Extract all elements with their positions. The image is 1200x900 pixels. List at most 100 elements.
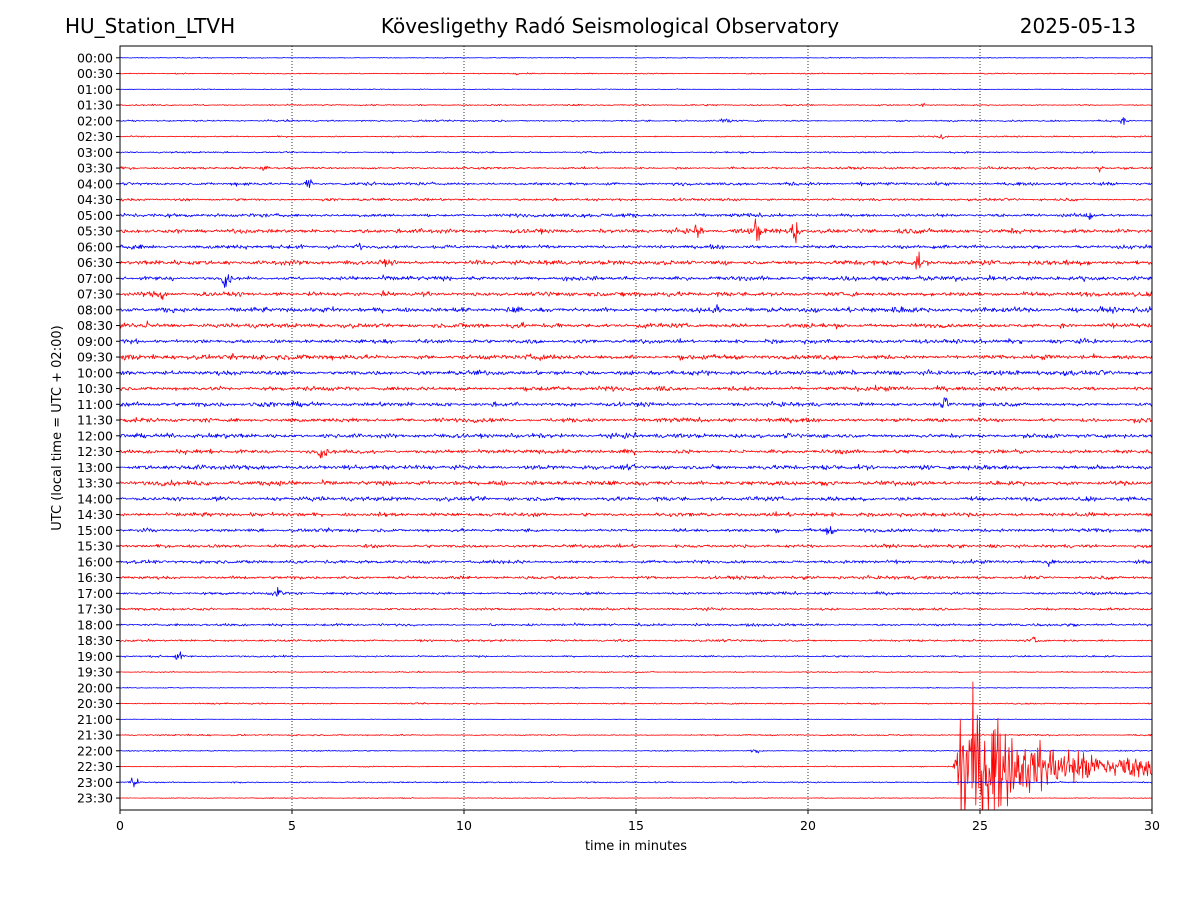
row-label: 01:30 <box>77 98 113 113</box>
seismic-traces <box>120 56 1152 810</box>
row-label: 20:00 <box>77 680 113 695</box>
trace-2000 <box>120 686 1152 689</box>
trace-0630 <box>120 251 1152 270</box>
trace-0100 <box>120 88 1152 91</box>
trace-0430 <box>120 197 1152 202</box>
trace-1730 <box>120 607 1152 612</box>
row-label: 10:30 <box>77 381 113 396</box>
trace-1200 <box>120 431 1152 440</box>
trace-1630 <box>120 574 1152 581</box>
trace-1230 <box>120 448 1152 459</box>
row-label: 23:30 <box>77 791 113 806</box>
row-label: 23:00 <box>77 775 113 790</box>
trace-0330 <box>120 165 1152 173</box>
trace-2100 <box>120 718 1152 721</box>
trace-0730 <box>120 290 1152 301</box>
trace-1830 <box>120 636 1152 643</box>
trace-1300 <box>120 463 1152 471</box>
row-label: 13:00 <box>77 460 113 475</box>
row-label: 02:30 <box>77 129 113 144</box>
trace-1030 <box>120 384 1152 392</box>
row-label: 12:30 <box>77 444 113 459</box>
trace-1000 <box>120 369 1152 377</box>
row-label: 07:30 <box>77 287 113 302</box>
row-label: 08:00 <box>77 302 113 317</box>
x-tick-label: 30 <box>1144 818 1160 833</box>
trace-0800 <box>120 304 1152 314</box>
row-label: 04:30 <box>77 192 113 207</box>
row-label: 11:30 <box>77 413 113 428</box>
row-label: 11:00 <box>77 397 113 412</box>
row-label: 09:00 <box>77 334 113 349</box>
trace-2030 <box>120 702 1152 705</box>
trace-1600 <box>120 558 1152 568</box>
row-label: 07:00 <box>77 271 113 286</box>
row-label: 02:00 <box>77 113 113 128</box>
gridlines <box>291 46 981 810</box>
trace-0600 <box>120 242 1152 251</box>
row-label: 22:00 <box>77 743 113 758</box>
trace-0700 <box>120 274 1152 288</box>
trace-1800 <box>120 622 1152 627</box>
row-label: 16:30 <box>77 570 113 585</box>
row-label: 00:00 <box>77 50 113 65</box>
chart-title: Kövesligethy Radó Seismological Observat… <box>380 14 840 38</box>
trace-0500 <box>120 212 1152 220</box>
row-label: 19:00 <box>77 649 113 664</box>
row-label: 19:30 <box>77 665 113 680</box>
row-label: 15:30 <box>77 539 113 554</box>
trace-1100 <box>120 397 1152 409</box>
trace-0830 <box>120 320 1152 330</box>
row-label: 06:00 <box>77 239 113 254</box>
trace-1430 <box>120 511 1152 518</box>
trace-0230 <box>120 134 1152 140</box>
row-label: 18:00 <box>77 617 113 632</box>
trace-1130 <box>120 416 1152 424</box>
trace-1930 <box>120 670 1152 674</box>
trace-1530 <box>120 543 1152 549</box>
station-name: HU_Station_LTVH <box>65 14 236 38</box>
row-label: 15:00 <box>77 523 113 538</box>
row-label: 20:30 <box>77 696 113 711</box>
x-tick-label: 20 <box>800 818 816 833</box>
row-label: 17:30 <box>77 602 113 617</box>
row-label: 14:30 <box>77 507 113 522</box>
row-label: 05:30 <box>77 224 113 239</box>
x-tick-label: 0 <box>116 818 124 833</box>
row-label: 14:00 <box>77 491 113 506</box>
trace-1700 <box>120 586 1152 597</box>
row-label: 09:30 <box>77 350 113 365</box>
trace-0030 <box>120 72 1152 76</box>
chart-date: 2025-05-13 <box>1019 14 1136 38</box>
y-axis-label: UTC (local time = UTC + 02:00) <box>50 325 65 530</box>
trace-1900 <box>120 651 1152 660</box>
x-axis-ticks: 0 5 10 15 20 25 30 <box>116 810 1160 833</box>
row-label: 10:00 <box>77 365 113 380</box>
trace-2330 <box>120 797 1152 800</box>
row-label: 04:00 <box>77 176 113 191</box>
row-label: 17:00 <box>77 586 113 601</box>
row-label: 03:30 <box>77 161 113 176</box>
trace-0530 <box>120 218 1152 244</box>
trace-0930 <box>120 353 1152 361</box>
row-label: 13:30 <box>77 476 113 491</box>
row-label: 06:30 <box>77 255 113 270</box>
row-time-labels: 00:0000:3001:0001:3002:0002:3003:0003:30… <box>77 50 120 806</box>
x-axis-label: time in minutes <box>585 839 687 854</box>
trace-0900 <box>120 337 1152 345</box>
x-tick-label: 25 <box>972 818 988 833</box>
trace-1400 <box>120 495 1152 502</box>
trace-0300 <box>120 150 1152 154</box>
row-label: 16:00 <box>77 554 113 569</box>
trace-2300 <box>120 777 1152 788</box>
x-tick-label: 15 <box>628 818 644 833</box>
row-label: 03:00 <box>77 145 113 160</box>
row-label: 21:00 <box>77 712 113 727</box>
row-label: 05:00 <box>77 208 113 223</box>
x-tick-label: 10 <box>456 818 472 833</box>
row-label: 08:30 <box>77 318 113 333</box>
row-label: 12:00 <box>77 428 113 443</box>
x-tick-label: 5 <box>288 818 296 833</box>
trace-0400 <box>120 179 1152 189</box>
